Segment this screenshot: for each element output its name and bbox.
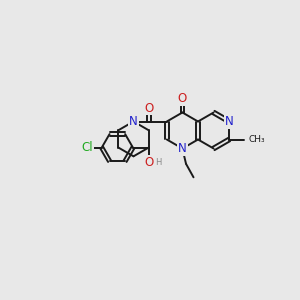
Text: N: N [225, 115, 234, 128]
Text: H: H [155, 158, 161, 167]
Text: O: O [144, 156, 153, 169]
Text: N: N [129, 115, 138, 128]
Text: Cl: Cl [82, 141, 93, 154]
Text: O: O [178, 92, 187, 106]
Text: CH₃: CH₃ [248, 135, 265, 144]
Text: N: N [178, 142, 187, 155]
Text: O: O [144, 101, 153, 115]
